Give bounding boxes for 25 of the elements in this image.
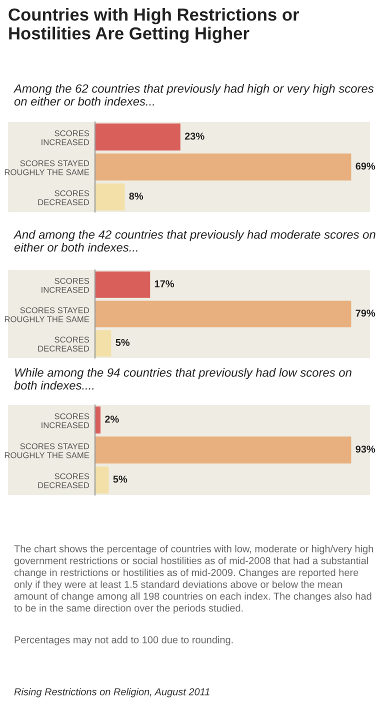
data-label: 93% xyxy=(356,446,376,453)
y-tick-label: SCORES INCREASED xyxy=(42,278,90,293)
text: Percentages may not add to 100 due to rounding. xyxy=(14,636,233,646)
chart-subtitle: While among the 94 countries that previously had low scores on both indexes.... xyxy=(14,368,352,390)
data-label: 5% xyxy=(113,476,128,483)
y-tick-label: SCORES STAYED ROUGHLY THE SAME xyxy=(4,443,90,458)
data-label: 69% xyxy=(356,162,376,170)
data-label: 2% xyxy=(105,416,119,423)
text: Rising Restrictions on Religion, August 2011 xyxy=(14,688,210,698)
text: The chart shows the percentage of countries with low, moderate or high/very high government restrictions or social hostilities as of mid-2008 that had a substantial change in restrictions or hostilities as of mid-2009. Changes are reported here only if they were at least 1.5 standard deviations above or below the mean amount of change among all 198 countries on each index. The changes also had to be in the same direction over the periods studied. xyxy=(14,545,373,614)
data-label: 17% xyxy=(154,280,174,288)
y-tick-label: SCORES INCREASED xyxy=(42,130,90,146)
data-label: 8% xyxy=(129,192,144,200)
data-label: 79% xyxy=(356,310,376,317)
chart-subtitle: And among the 42 countries that previously had moderate scores on either or both indexes... xyxy=(13,230,376,252)
y-tick-label: SCORES STAYED ROUGHLY THE SAME xyxy=(4,307,90,322)
y-tick-label: SCORES DECREASED xyxy=(38,473,90,488)
chart-subtitle: Among the 62 countries that previously had high or very high scores on either or both indexes... xyxy=(13,84,374,106)
data-label: 5% xyxy=(116,338,130,346)
y-tick-label: SCORES DECREASED xyxy=(38,336,90,352)
data-label: 23% xyxy=(184,132,204,140)
y-tick-label: SCORES INCREASED xyxy=(42,413,90,428)
y-tick-label: SCORES STAYED ROUGHLY THE SAME xyxy=(4,160,90,176)
y-tick-label: SCORES DECREASED xyxy=(38,190,90,206)
chart-title: Countries with High Restrictions or Hostilities Are Getting Higher xyxy=(8,8,300,44)
